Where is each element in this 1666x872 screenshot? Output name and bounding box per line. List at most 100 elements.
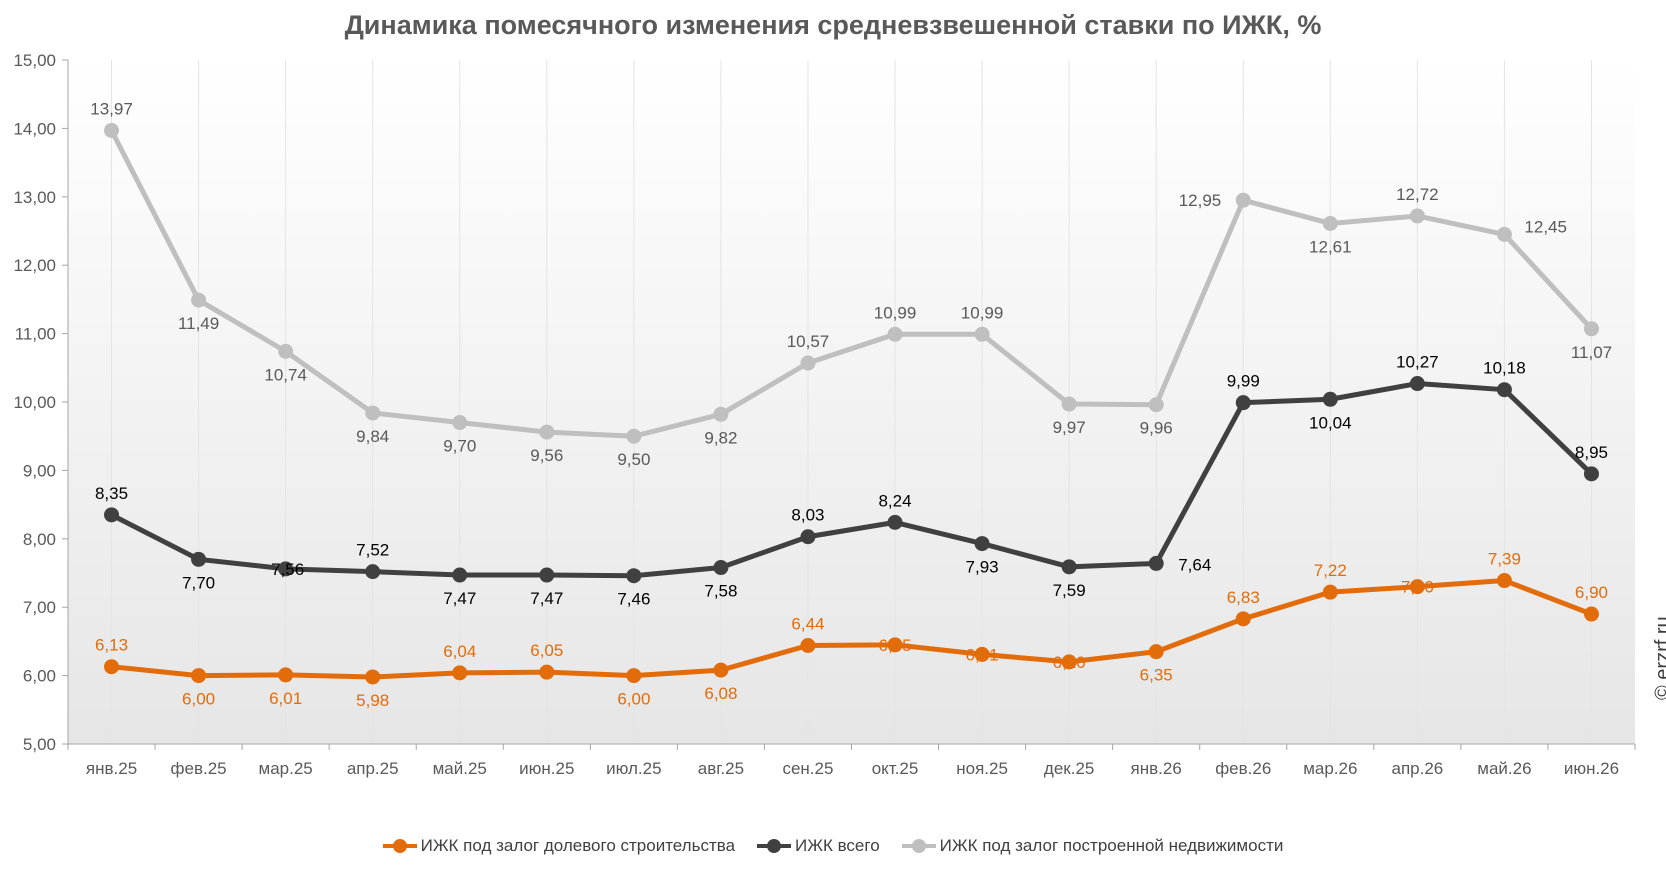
y-tick-label: 11,00 bbox=[15, 325, 56, 344]
data-point bbox=[191, 292, 207, 308]
data-point bbox=[713, 560, 729, 576]
data-label: 10,99 bbox=[874, 303, 917, 322]
data-label: 7,22 bbox=[1314, 561, 1347, 580]
data-label: 7,47 bbox=[530, 589, 563, 608]
y-tick-label: 6,00 bbox=[23, 667, 56, 686]
data-point bbox=[539, 664, 555, 680]
data-point bbox=[1496, 382, 1512, 398]
x-tick-label: апр.26 bbox=[1391, 759, 1443, 778]
y-tick-label: 5,00 bbox=[23, 735, 56, 754]
data-point bbox=[1061, 654, 1077, 670]
legend-item: ИЖК под залог долевого строительства bbox=[382, 836, 735, 856]
data-label: 6,08 bbox=[704, 684, 737, 703]
data-point bbox=[539, 424, 555, 440]
data-label: 9,56 bbox=[530, 446, 563, 465]
data-point bbox=[1496, 573, 1512, 589]
x-tick-label: апр.25 bbox=[347, 759, 399, 778]
data-label: 6,35 bbox=[1140, 666, 1173, 685]
data-label: 6,44 bbox=[791, 615, 824, 634]
data-label: 8,95 bbox=[1575, 443, 1608, 462]
x-tick-label: фев.25 bbox=[171, 759, 227, 778]
data-point bbox=[365, 564, 381, 580]
data-label: 9,84 bbox=[356, 427, 389, 446]
data-label: 7,47 bbox=[443, 589, 476, 608]
data-point bbox=[452, 567, 468, 583]
data-point bbox=[713, 406, 729, 422]
x-tick-label: май.26 bbox=[1477, 759, 1531, 778]
x-tick-label: ноя.25 bbox=[956, 759, 1008, 778]
data-point bbox=[974, 326, 990, 342]
series-line bbox=[110, 381, 1594, 579]
x-tick-label: мар.25 bbox=[259, 759, 313, 778]
series-line bbox=[109, 129, 1594, 439]
data-label: 9,97 bbox=[1053, 418, 1086, 437]
y-tick-label: 9,00 bbox=[23, 461, 56, 480]
data-label: 6,00 bbox=[617, 690, 650, 709]
data-point bbox=[713, 662, 729, 678]
data-label: 10,57 bbox=[787, 332, 830, 351]
data-label: 11,07 bbox=[1571, 343, 1612, 362]
legend-item: ИЖК всего bbox=[757, 836, 880, 856]
data-point bbox=[887, 514, 903, 530]
data-label: 8,03 bbox=[791, 506, 824, 525]
y-tick-label: 14,00 bbox=[13, 119, 56, 138]
x-tick-label: май.25 bbox=[433, 759, 487, 778]
data-label: 11,49 bbox=[178, 314, 219, 333]
data-point bbox=[1409, 208, 1425, 224]
data-point bbox=[887, 326, 903, 342]
x-tick-label: июн.26 bbox=[1564, 759, 1619, 778]
data-point bbox=[365, 669, 381, 685]
data-label: 12,61 bbox=[1309, 237, 1352, 256]
data-label: 10,99 bbox=[961, 303, 1004, 322]
data-label: 13,97 bbox=[90, 99, 133, 118]
data-point bbox=[1061, 396, 1077, 412]
y-tick-label: 10,00 bbox=[13, 393, 56, 412]
data-point bbox=[1409, 579, 1425, 595]
data-point bbox=[1235, 192, 1251, 208]
data-point bbox=[1583, 321, 1599, 337]
data-label: 9,82 bbox=[704, 428, 737, 447]
data-label: 6,05 bbox=[530, 641, 563, 660]
data-label: 12,45 bbox=[1524, 217, 1567, 236]
data-point bbox=[539, 567, 555, 583]
y-tick-label: 15,00 bbox=[13, 51, 56, 70]
x-tick-label: июн.25 bbox=[519, 759, 574, 778]
data-label: 6,13 bbox=[95, 636, 128, 655]
series-line bbox=[111, 578, 1593, 680]
x-tick-label: янв.25 bbox=[86, 759, 137, 778]
data-point bbox=[1496, 226, 1512, 242]
x-tick-label: янв.26 bbox=[1131, 759, 1182, 778]
data-point bbox=[974, 536, 990, 552]
data-point bbox=[104, 659, 120, 675]
data-label: 6,31 bbox=[966, 645, 999, 664]
data-point bbox=[1322, 391, 1338, 407]
data-label: 7,52 bbox=[356, 541, 389, 560]
legend: ИЖК под залог долевого строительства ИЖК … bbox=[0, 836, 1666, 856]
data-label: 6,00 bbox=[182, 690, 215, 709]
data-point bbox=[1148, 397, 1164, 413]
data-point bbox=[800, 638, 816, 654]
data-point bbox=[104, 507, 120, 523]
data-point bbox=[1583, 466, 1599, 482]
data-label: 6,01 bbox=[269, 689, 302, 708]
data-point bbox=[1235, 611, 1251, 627]
plot-area bbox=[68, 60, 1635, 744]
data-point bbox=[974, 646, 990, 662]
data-label: 9,96 bbox=[1140, 419, 1173, 438]
legend-marker bbox=[901, 839, 936, 853]
data-point bbox=[278, 343, 294, 359]
data-point bbox=[800, 355, 816, 371]
data-label: 7,64 bbox=[1178, 555, 1211, 574]
data-label: 8,35 bbox=[95, 484, 128, 503]
legend-label: ИЖК всего bbox=[795, 836, 880, 855]
data-label: 8,24 bbox=[878, 491, 911, 510]
y-tick-label: 7,00 bbox=[23, 598, 56, 617]
legend-label: ИЖК под залог построенной недвижимости bbox=[939, 836, 1284, 855]
data-point bbox=[800, 529, 816, 545]
data-label: 7,46 bbox=[617, 590, 650, 609]
data-label: 6,45 bbox=[878, 636, 911, 655]
data-point bbox=[1409, 376, 1425, 392]
data-label: 7,56 bbox=[271, 560, 304, 579]
data-point bbox=[1583, 606, 1599, 622]
data-label: 10,18 bbox=[1483, 359, 1526, 378]
